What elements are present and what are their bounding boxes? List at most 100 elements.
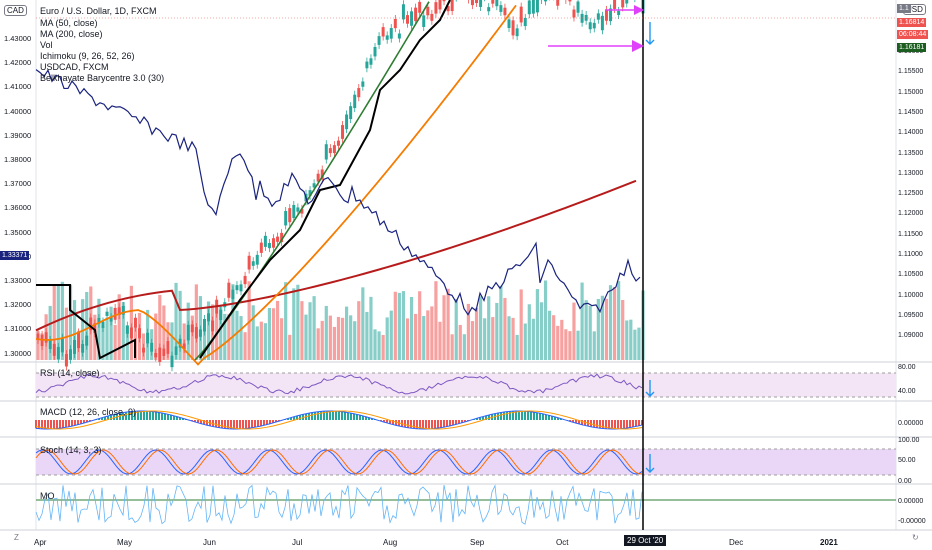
macd-histogram-bar xyxy=(245,420,247,429)
volume-bar xyxy=(170,322,174,360)
macd-histogram-bar xyxy=(329,411,331,420)
macd-histogram-bar xyxy=(158,412,160,420)
macd-histogram-bar xyxy=(323,411,325,420)
countdown-tag: 06:08:44 xyxy=(897,30,929,39)
candle-body xyxy=(284,210,288,226)
cursor-date-tag: 29 Oct '20 xyxy=(624,535,667,546)
x-label-sep: Sep xyxy=(470,538,485,547)
volume-bar xyxy=(288,334,292,360)
candle-body xyxy=(600,15,604,31)
volume-bar xyxy=(251,305,255,360)
legend-item[interactable]: MA (50, close) xyxy=(40,18,98,28)
macd-histogram-bar xyxy=(416,420,418,429)
volume-bar xyxy=(267,307,272,360)
candle-body xyxy=(609,8,613,22)
candle-body xyxy=(227,282,231,298)
candle-body xyxy=(113,307,117,320)
volume-bar xyxy=(612,286,617,360)
volume-bar xyxy=(539,302,544,360)
macd-histogram-bar xyxy=(590,420,592,427)
candle-body xyxy=(544,0,548,2)
candle-body xyxy=(207,313,211,322)
candle-body xyxy=(162,348,166,356)
candle-body xyxy=(385,35,389,40)
right-high-tag: 1.16814 xyxy=(897,18,927,27)
volume-bar xyxy=(235,310,239,360)
candle-body xyxy=(121,305,125,315)
legend-item[interactable]: Vol xyxy=(40,40,53,50)
candle-body xyxy=(418,1,422,13)
candle-body xyxy=(535,0,539,13)
volume-bar xyxy=(109,306,113,360)
candle-body xyxy=(178,338,182,348)
volume-bar xyxy=(275,300,280,360)
macd-histogram-bar xyxy=(464,420,466,422)
legend-item[interactable]: USDCAD, FXCM xyxy=(40,62,109,72)
right-axis-label: 1.13500 xyxy=(898,149,924,157)
candle-body xyxy=(361,81,365,87)
volume-bar xyxy=(48,305,52,360)
macd-histogram-bar xyxy=(74,420,76,426)
macd-histogram-bar xyxy=(203,420,205,425)
macd-histogram-bar xyxy=(539,413,541,420)
right-axis-label: 1.15500 xyxy=(898,68,924,76)
macd-histogram-bar xyxy=(428,420,430,429)
macd-histogram-bar xyxy=(536,412,538,420)
left-currency-badge[interactable]: CAD xyxy=(4,5,27,16)
rsi-line xyxy=(35,373,643,395)
volume-bar xyxy=(393,291,397,360)
macd-histogram-bar xyxy=(68,420,70,427)
macd-histogram-bar xyxy=(560,418,562,420)
macd-histogram-bar xyxy=(599,420,601,429)
candle-body xyxy=(170,355,174,368)
macd-histogram-bar xyxy=(128,411,130,420)
macd-histogram-bar xyxy=(440,420,442,428)
candle-body xyxy=(129,327,133,339)
legend-item[interactable]: Belkhayate Barycentre 3.0 (30) xyxy=(40,73,165,83)
candle-body xyxy=(515,28,519,37)
candle-body xyxy=(495,0,499,7)
macd-histogram-bar xyxy=(344,412,346,420)
legend-item[interactable]: MA (200, close) xyxy=(40,29,103,39)
macd-histogram-bar xyxy=(242,420,244,429)
x-label-jul: Jul xyxy=(292,538,303,547)
macd-histogram-bar xyxy=(98,418,100,420)
candle-body xyxy=(186,324,190,341)
macd-histogram-bar xyxy=(110,415,112,420)
left-axis-label: 1.32000 xyxy=(4,300,32,310)
macd-histogram-bar xyxy=(125,412,127,420)
volume-bar xyxy=(454,299,458,360)
volume-bar xyxy=(255,326,259,360)
symbol-title: Euro / U.S. Dollar, 1D, FXCM xyxy=(40,6,157,16)
stoch-axis-0: 0.00 xyxy=(898,478,912,485)
macd-histogram-bar xyxy=(425,420,427,429)
stoch-k-line xyxy=(35,449,643,475)
candle-body xyxy=(519,6,523,23)
macd-histogram-bar xyxy=(152,411,154,420)
macd-histogram-bar xyxy=(131,411,133,420)
macd-histogram-bar xyxy=(326,411,328,420)
volume-bar xyxy=(401,291,406,360)
macd-axis-0: 0.00000 xyxy=(898,420,924,427)
volume-bar xyxy=(178,290,182,360)
candle-body xyxy=(324,144,328,160)
candle-body xyxy=(211,320,215,332)
macd-histogram-bar xyxy=(275,420,277,423)
macd-histogram-bar xyxy=(629,420,631,428)
goto-realtime-icon[interactable]: ↻ xyxy=(912,533,919,542)
macd-histogram-bar xyxy=(182,418,184,420)
candle-body xyxy=(150,342,154,352)
candle-body xyxy=(292,204,296,218)
volume-bar xyxy=(478,296,483,360)
volume-bar xyxy=(247,281,251,360)
zoom-icon[interactable]: Z xyxy=(14,533,19,542)
macd-histogram-bar xyxy=(512,411,514,420)
candle-body xyxy=(523,17,527,27)
volume-bar xyxy=(223,313,227,360)
legend-item[interactable]: Ichimoku (9, 26, 52, 26) xyxy=(40,51,135,61)
volume-bar xyxy=(263,323,267,360)
volume-bar xyxy=(572,302,576,360)
volume-bar xyxy=(385,317,389,360)
